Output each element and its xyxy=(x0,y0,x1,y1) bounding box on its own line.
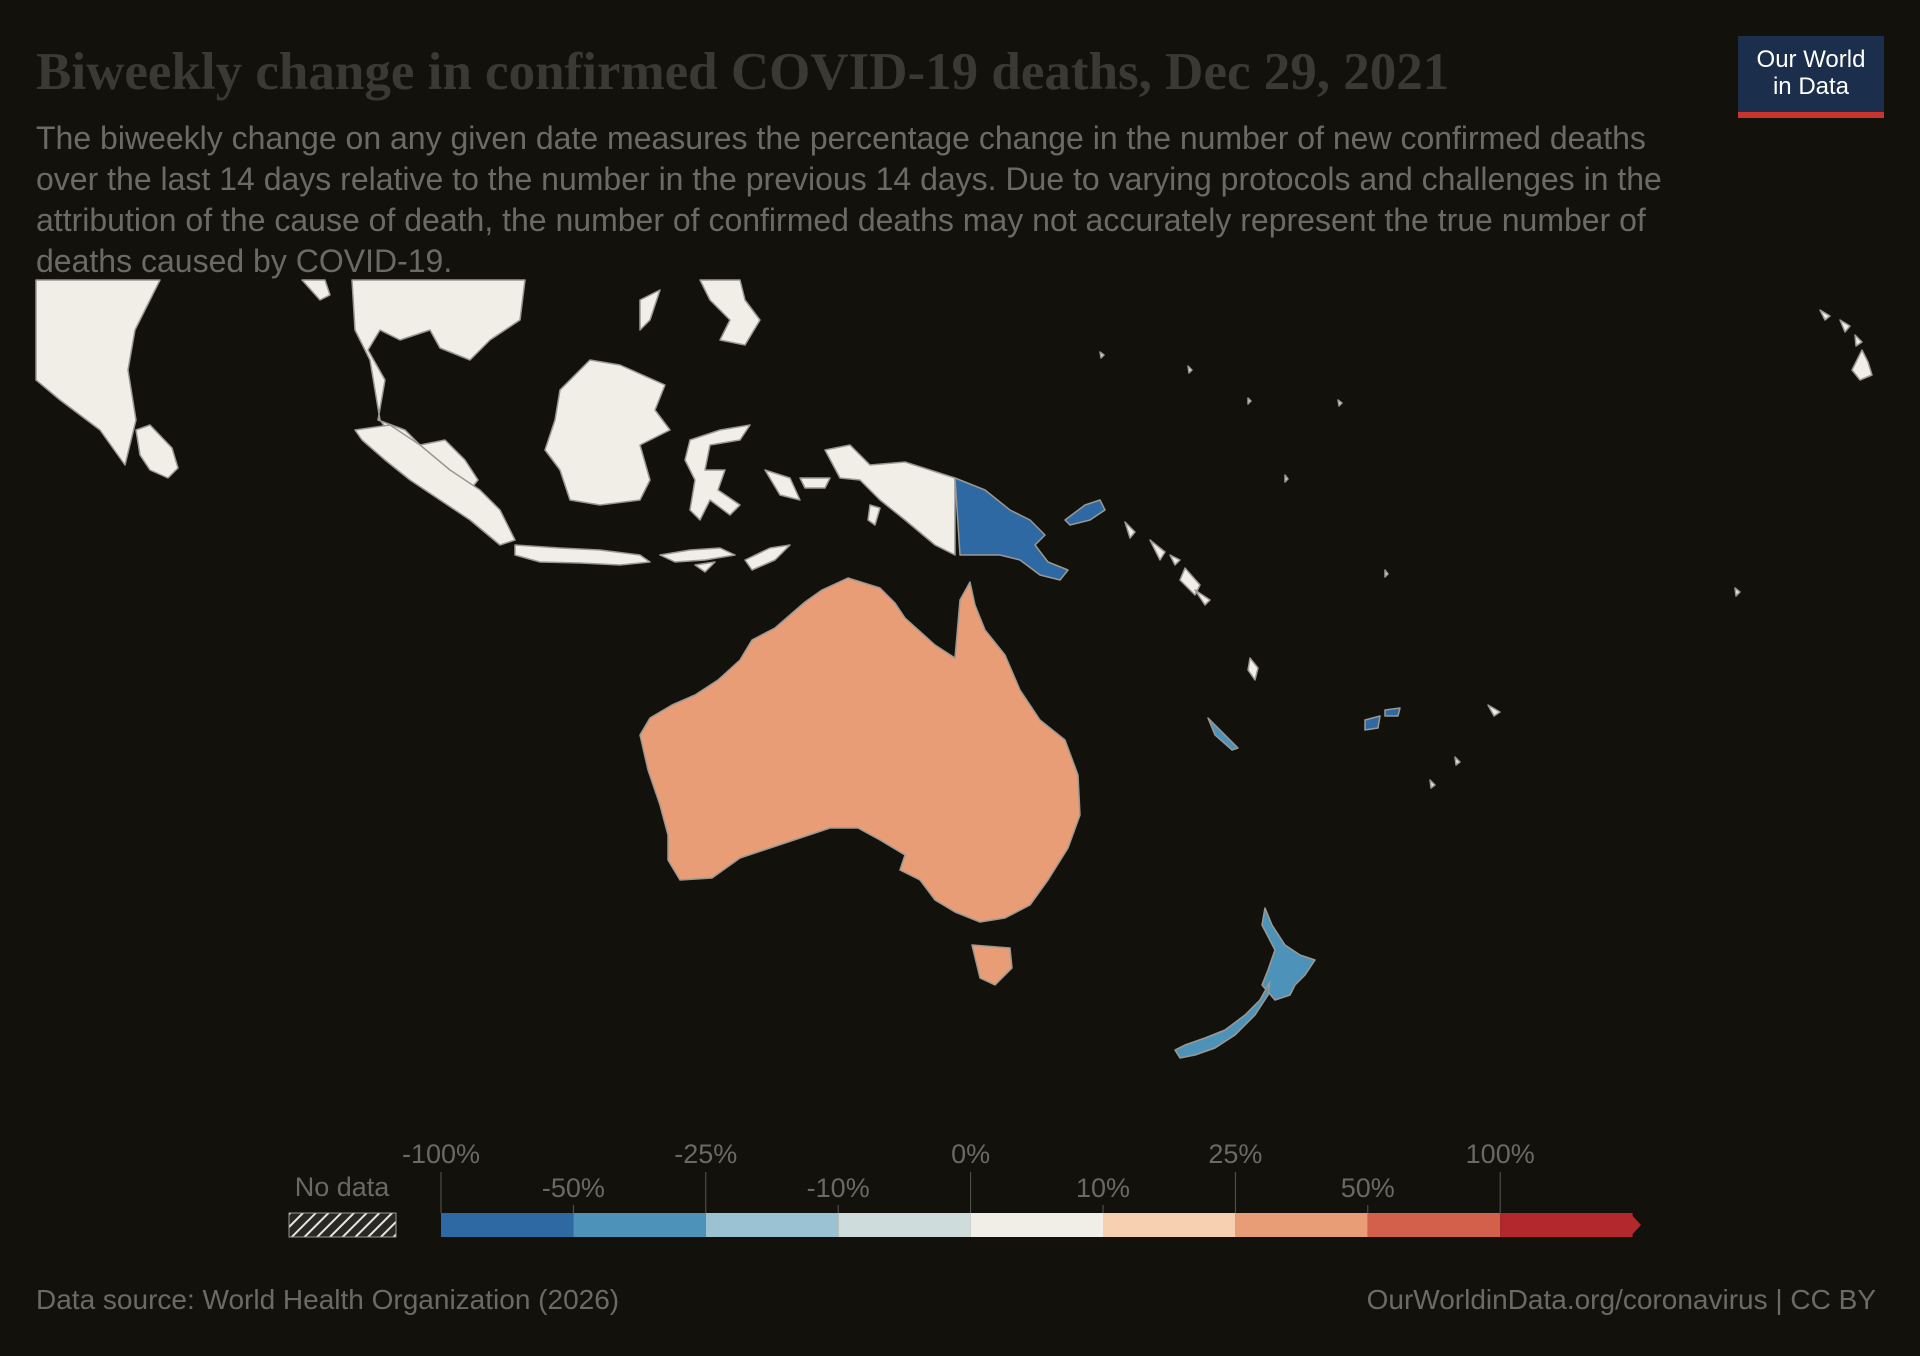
region-sulawesi[interactable] xyxy=(684,424,751,521)
region-sumatra[interactable] xyxy=(354,424,516,546)
legend-tick-label-lower-3: 50% xyxy=(1341,1173,1395,1203)
region-kiribati[interactable] xyxy=(1099,351,1389,578)
region-hawaii[interactable] xyxy=(1819,309,1873,381)
legend-tick-label-upper-4: 100% xyxy=(1466,1139,1535,1169)
region-french-polynesia[interactable] xyxy=(1734,587,1741,597)
legend-tick-label-lower-2: 10% xyxy=(1076,1173,1130,1203)
legend-arrow xyxy=(1630,1213,1641,1237)
region-solomon-islands[interactable] xyxy=(1124,521,1211,606)
region-fiji[interactable] xyxy=(1364,707,1401,731)
region-tasmania[interactable] xyxy=(971,944,1013,986)
region-papua-new-guinea[interactable] xyxy=(954,477,1106,581)
legend-tick-label-lower-1: -10% xyxy=(807,1173,870,1203)
legend-bins xyxy=(441,1213,1633,1237)
data-source: Data source: World Health Organization (… xyxy=(36,1284,620,1315)
region-philippines-north[interactable] xyxy=(301,279,331,301)
legend-bin-1[interactable] xyxy=(573,1213,706,1237)
legend-bin-8[interactable] xyxy=(1500,1213,1633,1237)
chart-subtitle: The biweekly change on any given date me… xyxy=(36,120,1662,279)
region-new-zealand-south[interactable] xyxy=(1174,981,1271,1059)
color-legend: No data -100% -25% 0% 25% 100% -50% -10% 10% 50% xyxy=(288,1139,1641,1238)
region-lesser-sunda[interactable] xyxy=(659,544,791,573)
region-australia[interactable] xyxy=(639,577,1081,923)
legend-tick-label-upper-2: 0% xyxy=(951,1139,990,1169)
region-new-zealand-north[interactable] xyxy=(1261,907,1316,1001)
legend-tick-label-lower-0: -50% xyxy=(542,1173,605,1203)
region-malay-peninsula[interactable] xyxy=(135,424,179,479)
legend-bin-4[interactable] xyxy=(970,1213,1103,1237)
logo-line-2: in Data xyxy=(1772,73,1850,100)
region-maluku[interactable] xyxy=(764,469,881,526)
legend-bin-7[interactable] xyxy=(1367,1213,1501,1237)
legend-bin-0[interactable] xyxy=(441,1213,574,1237)
region-new-caledonia[interactable] xyxy=(1207,717,1239,751)
legend-tick-label-upper-0: -100% xyxy=(402,1139,480,1169)
legend-bin-5[interactable] xyxy=(1103,1213,1236,1237)
legend-bin-2[interactable] xyxy=(705,1213,839,1237)
owid-logo[interactable]: Our World in Data xyxy=(1738,36,1884,118)
region-tonga[interactable] xyxy=(1429,756,1461,789)
region-philippines[interactable] xyxy=(639,279,761,346)
choropleth-map: No data -100% -25% 0% 25% 100% -50% -10% 10% 50% xyxy=(35,279,1873,1238)
no-data-swatch xyxy=(288,1212,397,1238)
region-samoa[interactable] xyxy=(1487,704,1501,717)
region-west-papua[interactable] xyxy=(824,444,956,556)
legend-ticks: -100% -25% 0% 25% 100% -50% -10% 10% 50% xyxy=(402,1139,1535,1213)
legend-bin-6[interactable] xyxy=(1235,1213,1368,1237)
region-java[interactable] xyxy=(514,544,651,566)
region-vanuatu[interactable] xyxy=(1247,657,1259,681)
legend-tick-label-upper-3: 25% xyxy=(1208,1139,1262,1169)
legend-bin-3[interactable] xyxy=(838,1213,971,1237)
region-borneo[interactable] xyxy=(544,359,671,506)
region-borneo-west[interactable] xyxy=(351,279,526,491)
legend-tick-label-upper-1: -25% xyxy=(674,1139,737,1169)
logo-line-1: Our World xyxy=(1756,46,1866,73)
no-data-label: No data xyxy=(295,1172,391,1202)
region-indochina[interactable] xyxy=(35,279,161,466)
source-url[interactable]: OurWorldinData.org/coronavirus | CC BY xyxy=(1366,1284,1876,1315)
chart-title: Biweekly change in confirmed COVID-19 de… xyxy=(36,43,1450,101)
